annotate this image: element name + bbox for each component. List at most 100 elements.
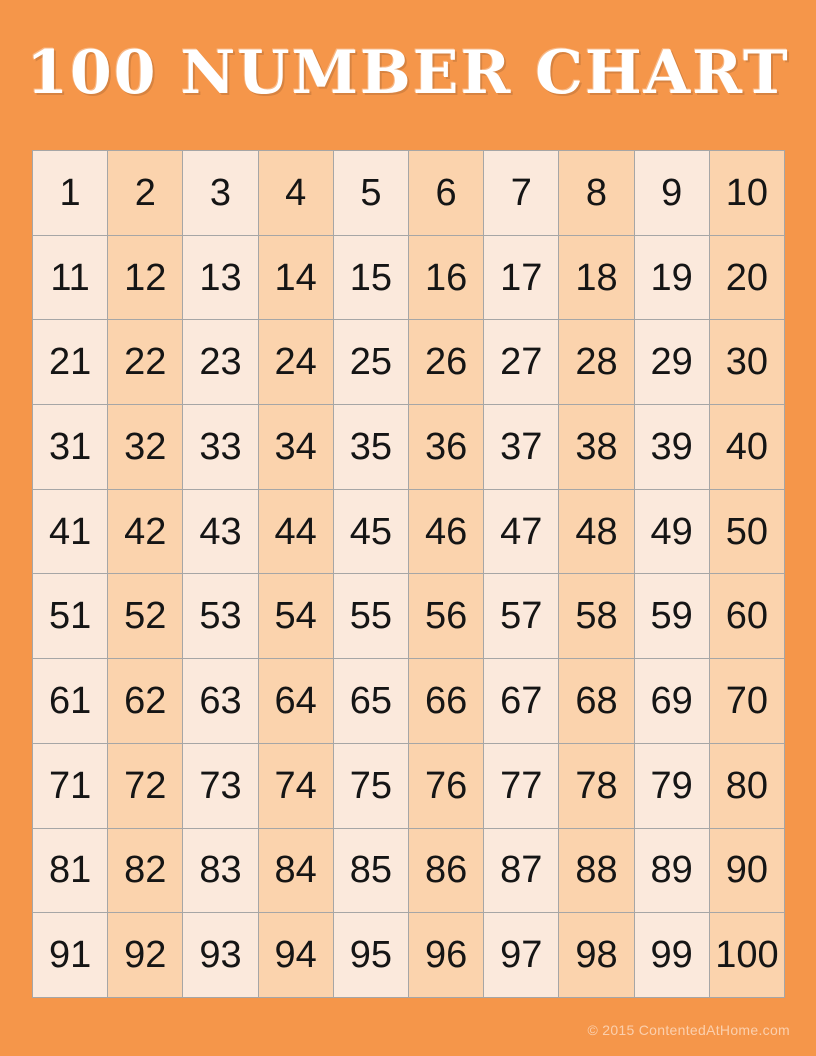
grid-cell-55: 55 [333, 574, 408, 659]
grid-cell-11: 11 [33, 235, 108, 320]
grid-cell-42: 42 [108, 489, 183, 574]
grid-cell-56: 56 [408, 574, 484, 659]
grid-cell-10: 10 [709, 151, 784, 235]
grid-cell-1: 1 [33, 151, 108, 235]
grid-cell-83: 83 [183, 828, 258, 913]
grid-cell-80: 80 [709, 743, 784, 828]
grid-cell-4: 4 [258, 151, 333, 235]
grid-cell-41: 41 [33, 489, 108, 574]
grid-cell-40: 40 [709, 405, 784, 489]
grid-cell-34: 34 [258, 405, 333, 489]
grid-cell-68: 68 [559, 659, 634, 743]
grid-cell-30: 30 [709, 320, 784, 405]
grid-cell-60: 60 [709, 574, 784, 659]
grid-cell-44: 44 [258, 489, 333, 574]
grid-cell-49: 49 [634, 489, 709, 574]
grid-cell-63: 63 [183, 659, 258, 743]
grid-cell-38: 38 [559, 405, 634, 489]
grid-cell-20: 20 [709, 235, 784, 320]
grid-cell-45: 45 [333, 489, 408, 574]
grid-cell-21: 21 [33, 320, 108, 405]
grid-cell-61: 61 [33, 659, 108, 743]
grid-cell-94: 94 [258, 913, 333, 997]
grid-cell-66: 66 [408, 659, 484, 743]
grid-cell-78: 78 [559, 743, 634, 828]
grid-cell-75: 75 [333, 743, 408, 828]
grid-cell-27: 27 [484, 320, 559, 405]
grid-cell-43: 43 [183, 489, 258, 574]
grid-cell-84: 84 [258, 828, 333, 913]
grid-cell-71: 71 [33, 743, 108, 828]
grid-cell-82: 82 [108, 828, 183, 913]
grid-cell-23: 23 [183, 320, 258, 405]
grid-cell-48: 48 [559, 489, 634, 574]
grid-cell-31: 31 [33, 405, 108, 489]
number-grid: 1 2 3 4 5 6 7 8 9 10 11 12 13 14 15 16 17 18 19 20 21 22 23 24 2… [32, 150, 785, 998]
grid-cell-92: 92 [108, 913, 183, 997]
grid-cell-62: 62 [108, 659, 183, 743]
grid-cell-87: 87 [484, 828, 559, 913]
grid-cell-17: 17 [484, 235, 559, 320]
grid-cell-85: 85 [333, 828, 408, 913]
grid-cell-95: 95 [333, 913, 408, 997]
grid-cell-91: 91 [33, 913, 108, 997]
grid-cell-2: 2 [108, 151, 183, 235]
grid-cell-22: 22 [108, 320, 183, 405]
grid-cell-52: 52 [108, 574, 183, 659]
grid-cell-96: 96 [408, 913, 484, 997]
grid-cell-24: 24 [258, 320, 333, 405]
grid-cell-15: 15 [333, 235, 408, 320]
grid-cell-98: 98 [559, 913, 634, 997]
grid-cell-33: 33 [183, 405, 258, 489]
grid-cell-67: 67 [484, 659, 559, 743]
grid-cell-14: 14 [258, 235, 333, 320]
grid-cell-16: 16 [408, 235, 484, 320]
grid-cell-57: 57 [484, 574, 559, 659]
page-title: 100 NUMBER CHART [26, 38, 790, 108]
grid-cell-74: 74 [258, 743, 333, 828]
grid-cell-72: 72 [108, 743, 183, 828]
grid-cell-100: 100 [709, 913, 784, 997]
grid-cell-58: 58 [559, 574, 634, 659]
grid-cell-28: 28 [559, 320, 634, 405]
grid-cell-88: 88 [559, 828, 634, 913]
grid-cell-51: 51 [33, 574, 108, 659]
grid-cell-59: 59 [634, 574, 709, 659]
grid-cell-37: 37 [484, 405, 559, 489]
grid-cell-97: 97 [484, 913, 559, 997]
grid-cell-8: 8 [559, 151, 634, 235]
grid-cell-73: 73 [183, 743, 258, 828]
grid-cell-76: 76 [408, 743, 484, 828]
grid-cell-64: 64 [258, 659, 333, 743]
grid-cell-99: 99 [634, 913, 709, 997]
grid-cell-13: 13 [183, 235, 258, 320]
grid-cell-39: 39 [634, 405, 709, 489]
grid-cell-47: 47 [484, 489, 559, 574]
grid-cell-86: 86 [408, 828, 484, 913]
grid-cell-70: 70 [709, 659, 784, 743]
grid-cell-79: 79 [634, 743, 709, 828]
grid-cell-90: 90 [709, 828, 784, 913]
grid-cell-65: 65 [333, 659, 408, 743]
copyright-text: © 2015 ContentedAtHome.com [587, 1022, 790, 1038]
grid-cell-54: 54 [258, 574, 333, 659]
grid-cell-3: 3 [183, 151, 258, 235]
grid-cell-5: 5 [333, 151, 408, 235]
grid-cell-77: 77 [484, 743, 559, 828]
grid-cell-36: 36 [408, 405, 484, 489]
grid-cell-19: 19 [634, 235, 709, 320]
grid-cell-46: 46 [408, 489, 484, 574]
grid-cell-89: 89 [634, 828, 709, 913]
grid-cell-35: 35 [333, 405, 408, 489]
grid-cell-29: 29 [634, 320, 709, 405]
grid-cell-25: 25 [333, 320, 408, 405]
grid-cell-32: 32 [108, 405, 183, 489]
grid-cell-7: 7 [484, 151, 559, 235]
grid-cell-81: 81 [33, 828, 108, 913]
grid-cell-93: 93 [183, 913, 258, 997]
grid-cell-9: 9 [634, 151, 709, 235]
grid-cell-26: 26 [408, 320, 484, 405]
grid-cell-53: 53 [183, 574, 258, 659]
grid-cell-50: 50 [709, 489, 784, 574]
grid-cell-18: 18 [559, 235, 634, 320]
